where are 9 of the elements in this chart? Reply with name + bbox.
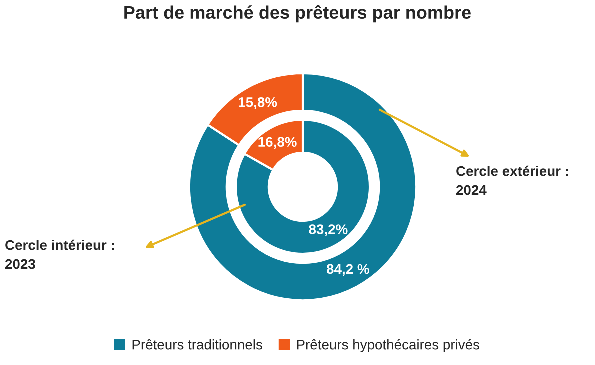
chart-title: Part de marché des prêteurs par nombre: [124, 5, 471, 23]
text: Cercle extérieur : 2024: [456, 166, 568, 196]
legend-label: Prêteurs traditionnels: [132, 340, 262, 350]
data-label: 16,8%: [258, 137, 297, 150]
data-label: 84,2 %: [326, 264, 370, 276]
text: Cercle intérieur : 2023: [5, 240, 114, 270]
data-label: 15,8%: [239, 97, 278, 110]
legend-label: Prêteurs hypothécaires privés: [297, 339, 480, 352]
data-label: 83,2%: [309, 224, 348, 236]
